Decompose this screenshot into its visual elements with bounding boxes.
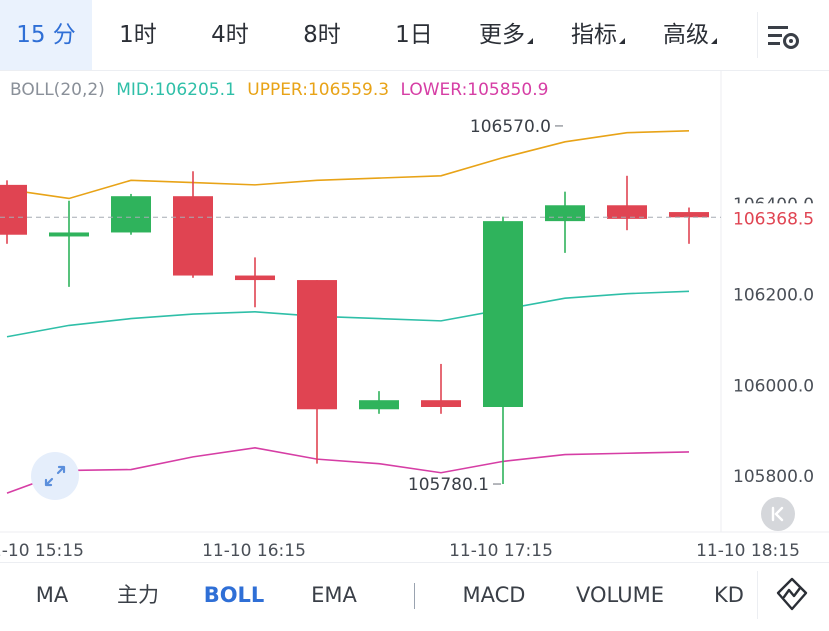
- boll-lower-line: [6, 446, 690, 494]
- x-tick-label: 11-10 16:15: [202, 541, 306, 561]
- tab-label: 1日: [395, 22, 433, 48]
- candle-down: [669, 212, 709, 218]
- double-chevron-right-icon: [771, 506, 784, 522]
- indicator-main-force[interactable]: 主力: [117, 583, 159, 607]
- tab-label: 高级: [663, 22, 709, 48]
- dropdown-caret-icon: [711, 38, 717, 44]
- candle-up: [49, 232, 89, 237]
- expand-chart-button[interactable]: [31, 452, 79, 500]
- timeframe-bar: 15 分 1时 4时 8时 1日 更多 指标 高级: [0, 0, 829, 71]
- candlestick-chart[interactable]: 106400.0106200.0106000.0105800.0106368.5…: [0, 70, 829, 562]
- indicator-ma[interactable]: MA: [35, 583, 69, 607]
- indicator-macd[interactable]: MACD: [462, 583, 526, 607]
- divider: [757, 571, 758, 619]
- legend-upper: UPPER:106559.3: [247, 80, 390, 100]
- tab-label: 1时: [119, 22, 157, 48]
- indicator-ema[interactable]: EMA: [311, 583, 357, 607]
- tab-8h[interactable]: 8时: [276, 0, 368, 70]
- scroll-to-latest-button[interactable]: [761, 497, 795, 531]
- candle-down: [173, 196, 213, 276]
- tab-label: 更多: [479, 22, 525, 48]
- tab-advanced[interactable]: 高级: [644, 0, 736, 70]
- dropdown-caret-icon: [619, 38, 625, 44]
- indicator-boll[interactable]: BOLL: [203, 583, 265, 607]
- legend-lower: LOWER:105850.9: [400, 80, 549, 100]
- tab-indicators[interactable]: 指标: [552, 0, 644, 70]
- legend-mid: MID:106205.1: [116, 80, 236, 100]
- expand-icon: [44, 465, 66, 487]
- x-tick-label: 11-10 15:15: [0, 541, 84, 561]
- tab-label: 15 分: [16, 22, 76, 48]
- x-tick-label: 11-10 17:15: [449, 541, 553, 561]
- indicator-volume[interactable]: VOLUME: [576, 583, 664, 607]
- y-tick-label: 106000.0: [733, 376, 814, 396]
- candle-up: [359, 400, 399, 410]
- boll-legend: BOLL(20,2) MID:106205.1 UPPER:106559.3 L…: [10, 80, 554, 100]
- tab-label: 8时: [303, 22, 341, 48]
- chart-drawing-icon[interactable]: [776, 577, 808, 611]
- x-tick-label: 11-10 18:15: [696, 541, 800, 561]
- separator: [414, 583, 415, 609]
- tab-1d[interactable]: 1日: [368, 0, 460, 70]
- candle-down: [607, 205, 647, 219]
- candle-down: [421, 400, 461, 407]
- y-tick-label: 105800.0: [733, 467, 814, 487]
- current-price-label: 106368.5: [733, 209, 814, 229]
- indicator-kd[interactable]: KD: [714, 583, 744, 607]
- tab-4h[interactable]: 4时: [184, 0, 276, 70]
- candle-down: [0, 184, 27, 235]
- low-annotation: 105780.1: [408, 475, 489, 495]
- tab-label: 4时: [211, 22, 249, 48]
- candle-down: [235, 275, 275, 281]
- divider: [757, 12, 758, 58]
- y-tick-label: 106200.0: [733, 286, 814, 306]
- legend-name: BOLL(20,2): [10, 80, 105, 100]
- indicator-bar: MA 主力 BOLL EMA MACD VOLUME KD: [0, 562, 829, 631]
- candle-up: [111, 196, 151, 233]
- candle-up: [483, 221, 523, 407]
- current-price-label-bg: [726, 203, 829, 232]
- dropdown-caret-icon: [527, 38, 533, 44]
- boll-mid-line: [6, 290, 690, 338]
- tab-15min[interactable]: 15 分: [0, 0, 92, 70]
- tab-more[interactable]: 更多: [460, 0, 552, 70]
- tab-label: 指标: [571, 22, 617, 48]
- tab-1h[interactable]: 1时: [92, 0, 184, 70]
- candle-down: [297, 280, 337, 410]
- high-annotation: 106570.0: [470, 117, 551, 137]
- chart-settings-icon[interactable]: [766, 22, 800, 50]
- candle-up: [545, 205, 585, 222]
- boll-upper-line: [6, 129, 690, 200]
